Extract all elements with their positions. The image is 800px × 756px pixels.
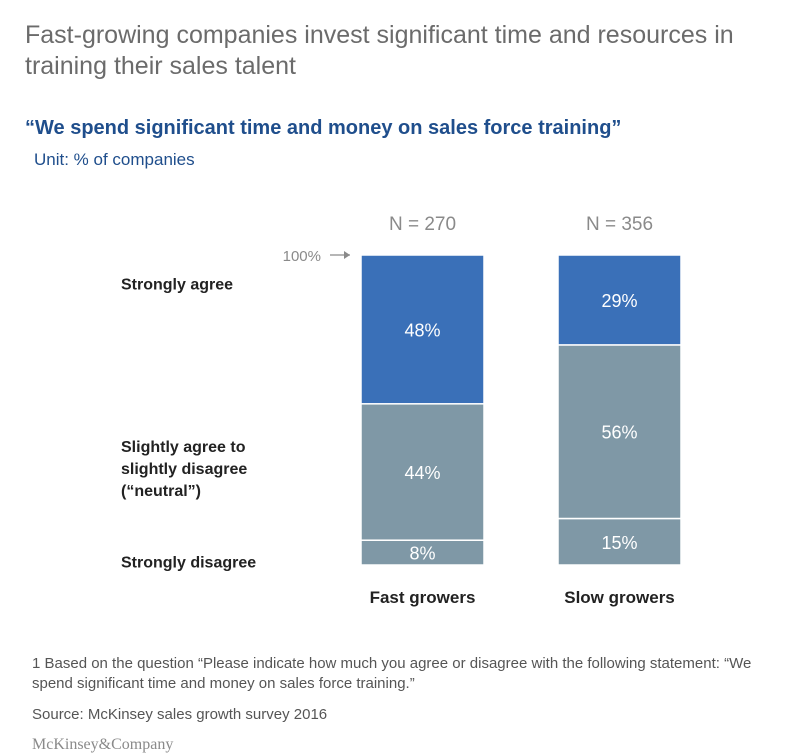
data-label: 56% (601, 423, 637, 443)
arrow-icon (344, 251, 350, 259)
chart-subtitle: “We spend significant time and money on … (25, 117, 622, 139)
series-label: (“neutral”) (121, 483, 201, 500)
data-label: 15% (601, 533, 637, 553)
unit-label: Unit: % of companies (34, 150, 195, 169)
bar-segment (360, 539, 485, 566)
sample-size-label: N = 356 (586, 214, 653, 235)
bar-segment (557, 344, 682, 520)
data-label: 48% (404, 320, 440, 340)
footnote: 1 Based on the question “Please indicate… (32, 655, 752, 692)
sample-size-label: N = 270 (389, 214, 456, 235)
bar-segment (557, 254, 682, 346)
bar-segment (557, 517, 682, 566)
data-label: 8% (409, 544, 435, 564)
page-title: Fast-growing companies invest significan… (25, 21, 734, 80)
stacked-bar-chart: 8% 44% 48% N = 270 Fast growers 15% 56% 29% N = … (121, 214, 682, 607)
source-note: Source: McKinsey sales growth survey 201… (32, 706, 328, 723)
data-label: 29% (601, 291, 637, 311)
series-label: slightly disagree (121, 461, 247, 478)
bar-segment (360, 254, 485, 405)
total-marker-label: 100% (283, 248, 321, 265)
bar-segment (360, 403, 485, 541)
category-label: Slow growers (564, 588, 675, 607)
category-label: Fast growers (370, 588, 476, 607)
data-label: 44% (404, 463, 440, 483)
series-label: Slightly agree to (121, 439, 246, 456)
series-label: Strongly disagree (121, 555, 256, 572)
series-label: Strongly agree (121, 276, 233, 293)
mckinsey-logo: McKinsey&Company (32, 736, 174, 753)
